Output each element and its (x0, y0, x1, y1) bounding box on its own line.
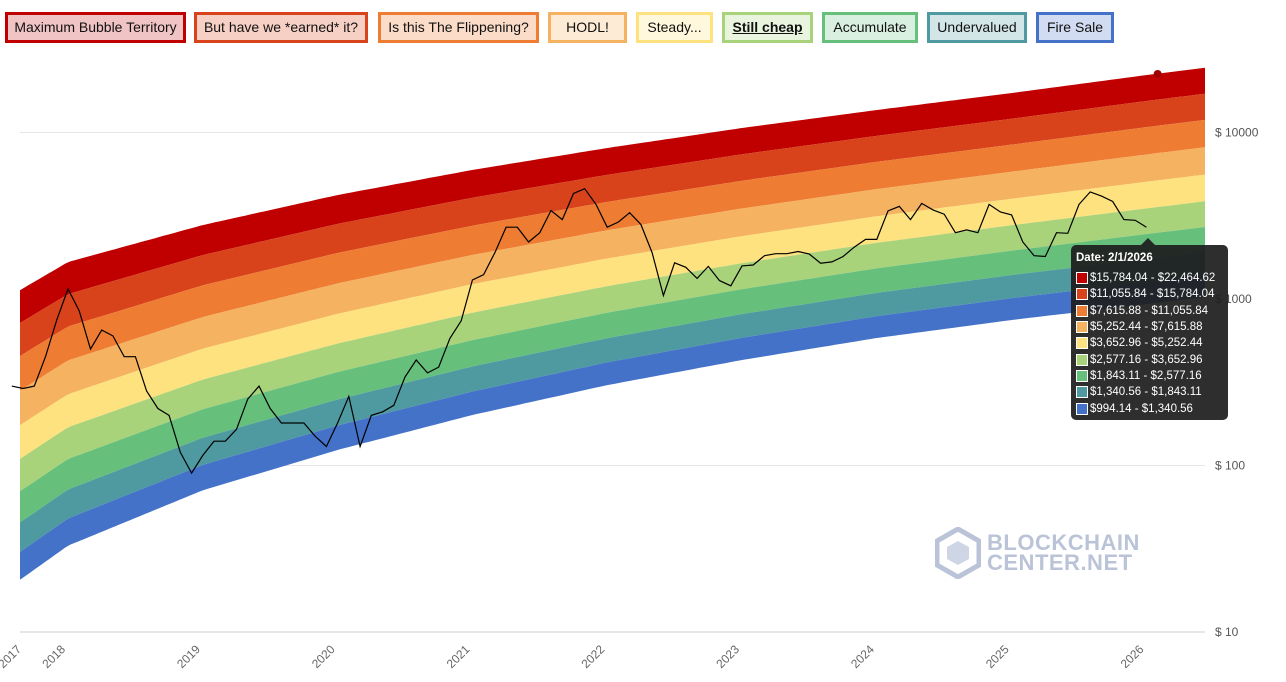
hover-marker (1153, 69, 1162, 78)
legend-button-9[interactable]: Fire Sale (1036, 12, 1114, 43)
tooltip-row: $1,843.11 - $2,577.16 (1076, 368, 1223, 384)
x-tick-label: 2026 (1118, 642, 1147, 671)
watermark-line1: BLOCKCHAIN (987, 530, 1140, 555)
y-tick-label: $ 10 (1215, 625, 1239, 639)
tooltip-range: $1,340.56 - $1,843.11 (1090, 386, 1202, 399)
watermark-line2: CENTER.NET (987, 550, 1133, 575)
legend-button-5[interactable]: Steady... (636, 12, 713, 43)
band-3 (20, 119, 1205, 391)
x-tick-label: 2019 (174, 642, 203, 671)
tooltip-swatch (1076, 272, 1088, 285)
watermark: BLOCKCHAIN CENTER.NET (935, 527, 1140, 579)
tooltip-swatch (1076, 337, 1088, 350)
tooltip-swatch (1076, 353, 1088, 366)
tooltip-row: $2,577.16 - $3,652.96 (1076, 351, 1223, 367)
band-4 (20, 147, 1205, 426)
hover-marker (1153, 238, 1162, 247)
price-line (11, 187, 1147, 475)
legend-button-3[interactable]: Is this The Flippening? (378, 12, 539, 43)
legend-button-7[interactable]: Accumulate (822, 12, 918, 43)
x-tick-label: 2018 (39, 642, 68, 671)
band-1 (20, 67, 1205, 323)
tooltip-swatch (1076, 369, 1088, 382)
x-tick-label: 2017 (0, 642, 24, 671)
tooltip-range: $994.14 - $1,340.56 (1090, 402, 1193, 415)
band-2 (20, 93, 1205, 357)
tooltip-range: $15,784.04 - $22,464.62 (1090, 272, 1216, 285)
tooltip-swatch (1076, 386, 1088, 399)
tooltip-row: $3,652.96 - $5,252.44 (1076, 335, 1223, 351)
tooltip-date: Date: 2/1/2026 (1076, 252, 1153, 264)
tooltip-row: $994.14 - $1,340.56 (1076, 400, 1223, 416)
tooltip-row: $11,055.84 - $15,784.04 (1076, 286, 1223, 302)
tooltip-row: $7,615.88 - $11,055.84 (1076, 303, 1223, 319)
legend-button-4[interactable]: HODL! (548, 12, 627, 43)
hover-marker (1153, 213, 1162, 222)
tooltip-range: $11,055.84 - $15,784.04 (1090, 288, 1215, 301)
x-tick-label: 2023 (713, 642, 742, 671)
hover-marker (1153, 108, 1162, 117)
tooltip-range: $5,252.44 - $7,615.88 (1090, 321, 1203, 334)
tooltip-swatch (1076, 288, 1088, 301)
y-tick-label: $ 10000 (1215, 126, 1259, 140)
y-tick-label: $ 100 (1215, 459, 1245, 473)
legend-button-1[interactable]: Maximum Bubble Territory (5, 12, 186, 43)
tooltip: Date: 2/1/2026 $15,784.04 - $22,464.62 $1… (1071, 238, 1228, 420)
legend-button-2[interactable]: But have we *earned* it? (194, 12, 368, 43)
tooltip-range: $2,577.16 - $3,652.96 (1090, 353, 1203, 366)
tooltip-row: $1,340.56 - $1,843.11 (1076, 384, 1223, 400)
legend-button-8[interactable]: Undervalued (927, 12, 1027, 43)
x-tick-label: 2025 (983, 642, 1012, 671)
hover-marker (1153, 188, 1162, 197)
x-tick-label: 2020 (309, 642, 338, 671)
band-6 (20, 201, 1205, 492)
legend-button-6[interactable]: Still cheap (722, 12, 813, 43)
tooltip-swatch (1076, 321, 1088, 334)
x-tick-label: 2021 (444, 642, 473, 671)
band-5 (20, 174, 1205, 459)
x-tick-label: 2022 (579, 642, 608, 671)
hover-marker (1153, 82, 1162, 91)
tooltip-range: $3,652.96 - $5,252.44 (1090, 337, 1203, 350)
blockchain-center-logo-icon (935, 527, 981, 579)
tooltip-range: $1,843.11 - $2,577.16 (1090, 369, 1202, 382)
tooltip-row: $15,784.04 - $22,464.62 (1076, 270, 1223, 286)
tooltip-swatch (1076, 304, 1088, 317)
tooltip-range: $7,615.88 - $11,055.84 (1090, 304, 1209, 317)
tooltip-swatch (1076, 402, 1088, 415)
tooltip-row: $5,252.44 - $7,615.88 (1076, 319, 1223, 335)
x-tick-label: 2024 (848, 642, 877, 671)
hover-marker (1153, 161, 1162, 170)
hover-marker (1153, 134, 1162, 143)
